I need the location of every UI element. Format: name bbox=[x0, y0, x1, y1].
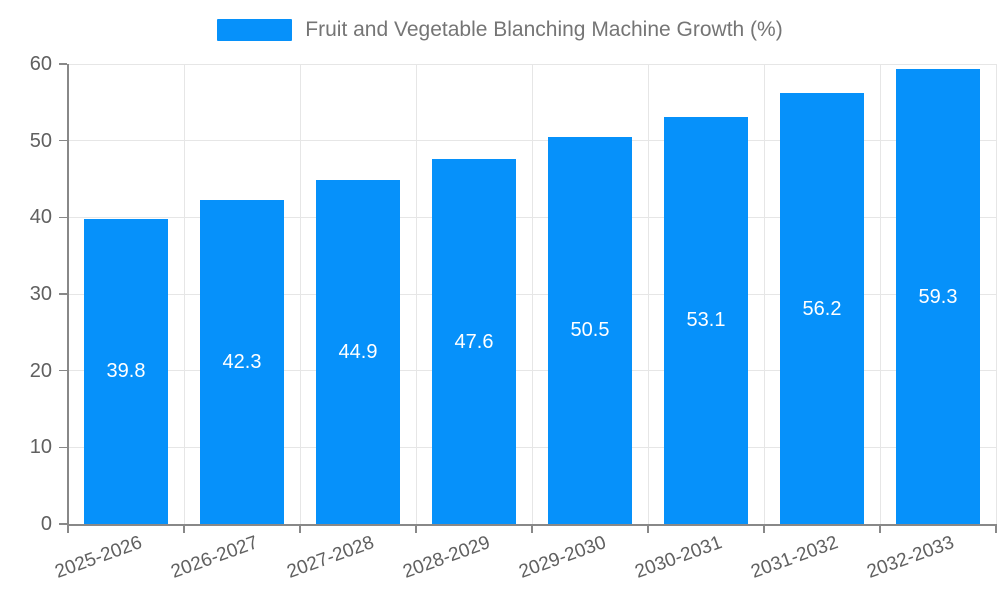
legend-label: Fruit and Vegetable Blanching Machine Gr… bbox=[305, 18, 783, 41]
y-tick-label-60: 60 bbox=[29, 53, 52, 75]
gridline-vertical-6 bbox=[763, 64, 765, 524]
gridline-vertical-8 bbox=[995, 64, 997, 524]
y-axis-tick-10 bbox=[59, 446, 67, 449]
bar-2025-2026[interactable] bbox=[84, 218, 168, 524]
bar-2029-2030[interactable] bbox=[548, 136, 632, 524]
y-tick-label-20: 20 bbox=[29, 359, 52, 382]
y-axis-tick-20 bbox=[59, 369, 67, 372]
y-tick-label-0: 0 bbox=[40, 513, 52, 535]
x-axis-tick-1 bbox=[183, 525, 185, 533]
bar-2028-2029[interactable] bbox=[432, 159, 516, 524]
y-axis-tick-50 bbox=[59, 139, 67, 142]
x-axis-line bbox=[67, 524, 997, 526]
x-axis-tick-6 bbox=[763, 525, 765, 533]
bar-2031-2032[interactable] bbox=[780, 93, 864, 524]
x-axis-tick-8 bbox=[995, 525, 997, 533]
y-axis-tick-0 bbox=[59, 523, 67, 525]
gridline-vertical-3 bbox=[415, 64, 417, 524]
x-axis-tick-4 bbox=[531, 525, 533, 533]
gridline-vertical-7 bbox=[879, 64, 881, 524]
y-tick-label-50: 50 bbox=[29, 129, 52, 152]
x-axis-tick-3 bbox=[415, 525, 417, 533]
bar-2032-2033[interactable] bbox=[896, 69, 980, 524]
bar-2027-2028[interactable] bbox=[316, 179, 400, 524]
plot-area: 39.8 42.3 44.9 47.6 50.5 53.1 56.2 59.3 0 10 20 30… bbox=[30, 54, 997, 583]
x-axis-tick-2 bbox=[299, 525, 301, 533]
gridline-vertical-2 bbox=[299, 64, 301, 524]
y-axis-tick-30 bbox=[59, 293, 67, 295]
bar-2030-2031[interactable] bbox=[664, 116, 748, 524]
x-axis-tick-5 bbox=[647, 525, 649, 533]
y-tick-label-40: 40 bbox=[29, 206, 52, 229]
x-axis-tick-7 bbox=[879, 525, 881, 533]
gridline-vertical-5 bbox=[647, 64, 649, 524]
bar-2026-2027[interactable] bbox=[200, 199, 284, 524]
y-axis-tick-40 bbox=[59, 216, 67, 219]
legend[interactable]: Fruit and Vegetable Blanching Machine Gr… bbox=[0, 18, 1000, 42]
y-tick-label-30: 30 bbox=[29, 283, 52, 305]
gridline-vertical-4 bbox=[531, 64, 533, 524]
y-axis-line bbox=[67, 64, 69, 532]
y-tick-label-10: 10 bbox=[29, 436, 52, 459]
gridline-vertical-1 bbox=[183, 64, 185, 524]
legend-swatch bbox=[217, 19, 293, 41]
x-axis-tick-0 bbox=[67, 525, 69, 533]
y-axis-tick-60 bbox=[59, 63, 67, 65]
